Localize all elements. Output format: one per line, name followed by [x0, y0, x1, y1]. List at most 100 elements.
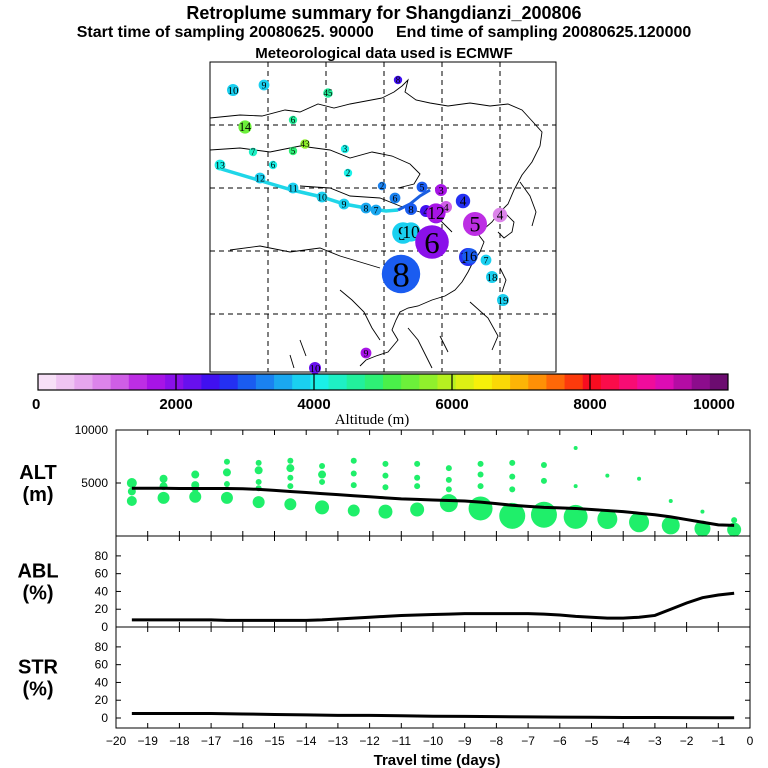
map-marker-circle	[393, 75, 403, 85]
chart-title: Retroplume summary for Shangdianzi_20080…	[186, 3, 582, 23]
panel-ylabel: STR	[18, 657, 59, 679]
alt-dot	[694, 520, 711, 537]
map-marker-label: 19	[498, 295, 510, 307]
colorbar-swatch	[491, 374, 511, 390]
colorbar-swatch	[219, 374, 239, 390]
x-tick-label: −19	[138, 734, 159, 748]
alt-dot	[661, 516, 680, 535]
colorbar-swatch	[564, 374, 584, 390]
map-marker-circle	[338, 198, 350, 210]
x-tick-label: −3	[648, 734, 662, 748]
map-marker-circle	[463, 212, 487, 236]
alt-dot	[509, 473, 516, 480]
panel-abl: ABL(%) 80 60 40 20 0	[17, 535, 751, 634]
alt-dot	[414, 460, 421, 467]
colorbar-swatch	[401, 374, 420, 390]
map-marker-label: 18	[487, 272, 499, 284]
map-marker-circle	[360, 347, 372, 359]
map-marker-label: 8	[392, 255, 410, 294]
map-marker-label: 10	[402, 222, 420, 242]
alt-dot	[126, 496, 137, 507]
map-marker-circle	[316, 191, 328, 203]
alt-dot	[668, 499, 673, 504]
map-marker-label: 12	[255, 173, 265, 184]
map-marker-circle	[258, 79, 270, 91]
colorbar-swatch	[165, 374, 184, 390]
alt-dot	[573, 446, 578, 451]
map-marker-label: 7	[374, 205, 379, 216]
colorbar-swatch	[510, 374, 529, 390]
map-marker-label: 3	[343, 144, 348, 154]
colorbar-swatch	[110, 374, 130, 390]
colorbar-swatch	[637, 374, 656, 390]
map-marker-label: 5	[291, 146, 296, 156]
map-marker-circle	[268, 160, 278, 170]
colorbar-swatch	[274, 374, 293, 390]
map-marker-circle	[389, 192, 401, 204]
map-marker-label: 45	[324, 88, 334, 98]
panel-ylabel-unit: (m)	[22, 484, 53, 506]
alt-dot	[597, 509, 618, 530]
alt-dot	[477, 483, 484, 490]
map-marker-label: 11	[288, 183, 298, 194]
map-marker-circle	[497, 294, 509, 306]
alt-dot	[286, 464, 295, 473]
series-line-abl	[131, 591, 735, 622]
chart-subtitle-sampling: Start time of sampling 20080625. 90000 E…	[0, 24, 768, 42]
alt-dot	[350, 482, 357, 489]
colorbar-swatch	[128, 374, 148, 390]
colorbar-swatch	[383, 374, 402, 390]
map-marker-circle	[435, 184, 447, 196]
alt-dot	[382, 460, 389, 467]
sampling-start: Start time of sampling 20080625. 90000	[76, 24, 374, 41]
alt-dot	[254, 466, 263, 475]
x-tick-label: −15	[264, 734, 285, 748]
colorbar-swatch	[691, 374, 711, 390]
colorbar-swatch	[673, 374, 693, 390]
map-marker-label: 4	[443, 202, 449, 214]
map-marker-label: 3	[438, 185, 444, 197]
x-tick-label: −7	[521, 734, 535, 748]
map-marker-circle	[287, 182, 299, 194]
alt-dot	[382, 484, 389, 491]
x-tick-label: −11	[392, 734, 412, 748]
map-coastlines	[209, 78, 543, 369]
x-axis: −20 −19 −18 −17 −16 −15 −14 −13 −12 −11 −10 −9 −8 −7−…	[106, 734, 754, 748]
x-tick-label: −13	[328, 734, 349, 748]
alt-dot	[477, 460, 484, 467]
map-marker-circle	[248, 147, 258, 157]
map-marker-label: 7	[484, 255, 489, 266]
alt-dot	[350, 457, 357, 464]
map-marker-circle	[323, 88, 333, 98]
map-marker-circle	[401, 222, 421, 242]
map-marker-label: 5	[420, 182, 425, 193]
alt-dot	[287, 457, 294, 464]
colorbar-tick-label: 8000	[573, 396, 606, 413]
x-tick-label: −9	[458, 734, 472, 748]
colorbar-swatch	[328, 374, 348, 390]
alt-dot	[563, 504, 588, 529]
colorbar-swatch	[419, 374, 438, 390]
alt-dot	[252, 496, 265, 509]
alt-dot	[318, 470, 327, 479]
colorbar-swatch	[546, 374, 566, 390]
panel-alt: ALT(m) 10000 5000	[19, 423, 751, 537]
y-tick-label: 20	[95, 602, 109, 616]
alt-dot	[159, 474, 168, 483]
map-marker-circle	[214, 159, 226, 171]
series-line-alt	[131, 486, 735, 527]
map-marker-circle	[370, 204, 382, 216]
alt-dot	[439, 494, 458, 513]
alt-dot	[222, 468, 231, 477]
colorbar-tick-label: 2000	[159, 396, 192, 413]
colorbar-swatch	[582, 374, 602, 390]
trajectory-track-dark	[397, 188, 431, 212]
map-marker-circle	[254, 172, 266, 184]
y-tick-label: 20	[95, 693, 109, 707]
alt-dot	[509, 486, 516, 493]
alt-dot	[191, 470, 200, 479]
map-marker-circle	[455, 193, 471, 209]
colorbar-swatch	[473, 374, 493, 390]
panel-frame	[115, 429, 751, 537]
alt-dot	[189, 490, 202, 503]
